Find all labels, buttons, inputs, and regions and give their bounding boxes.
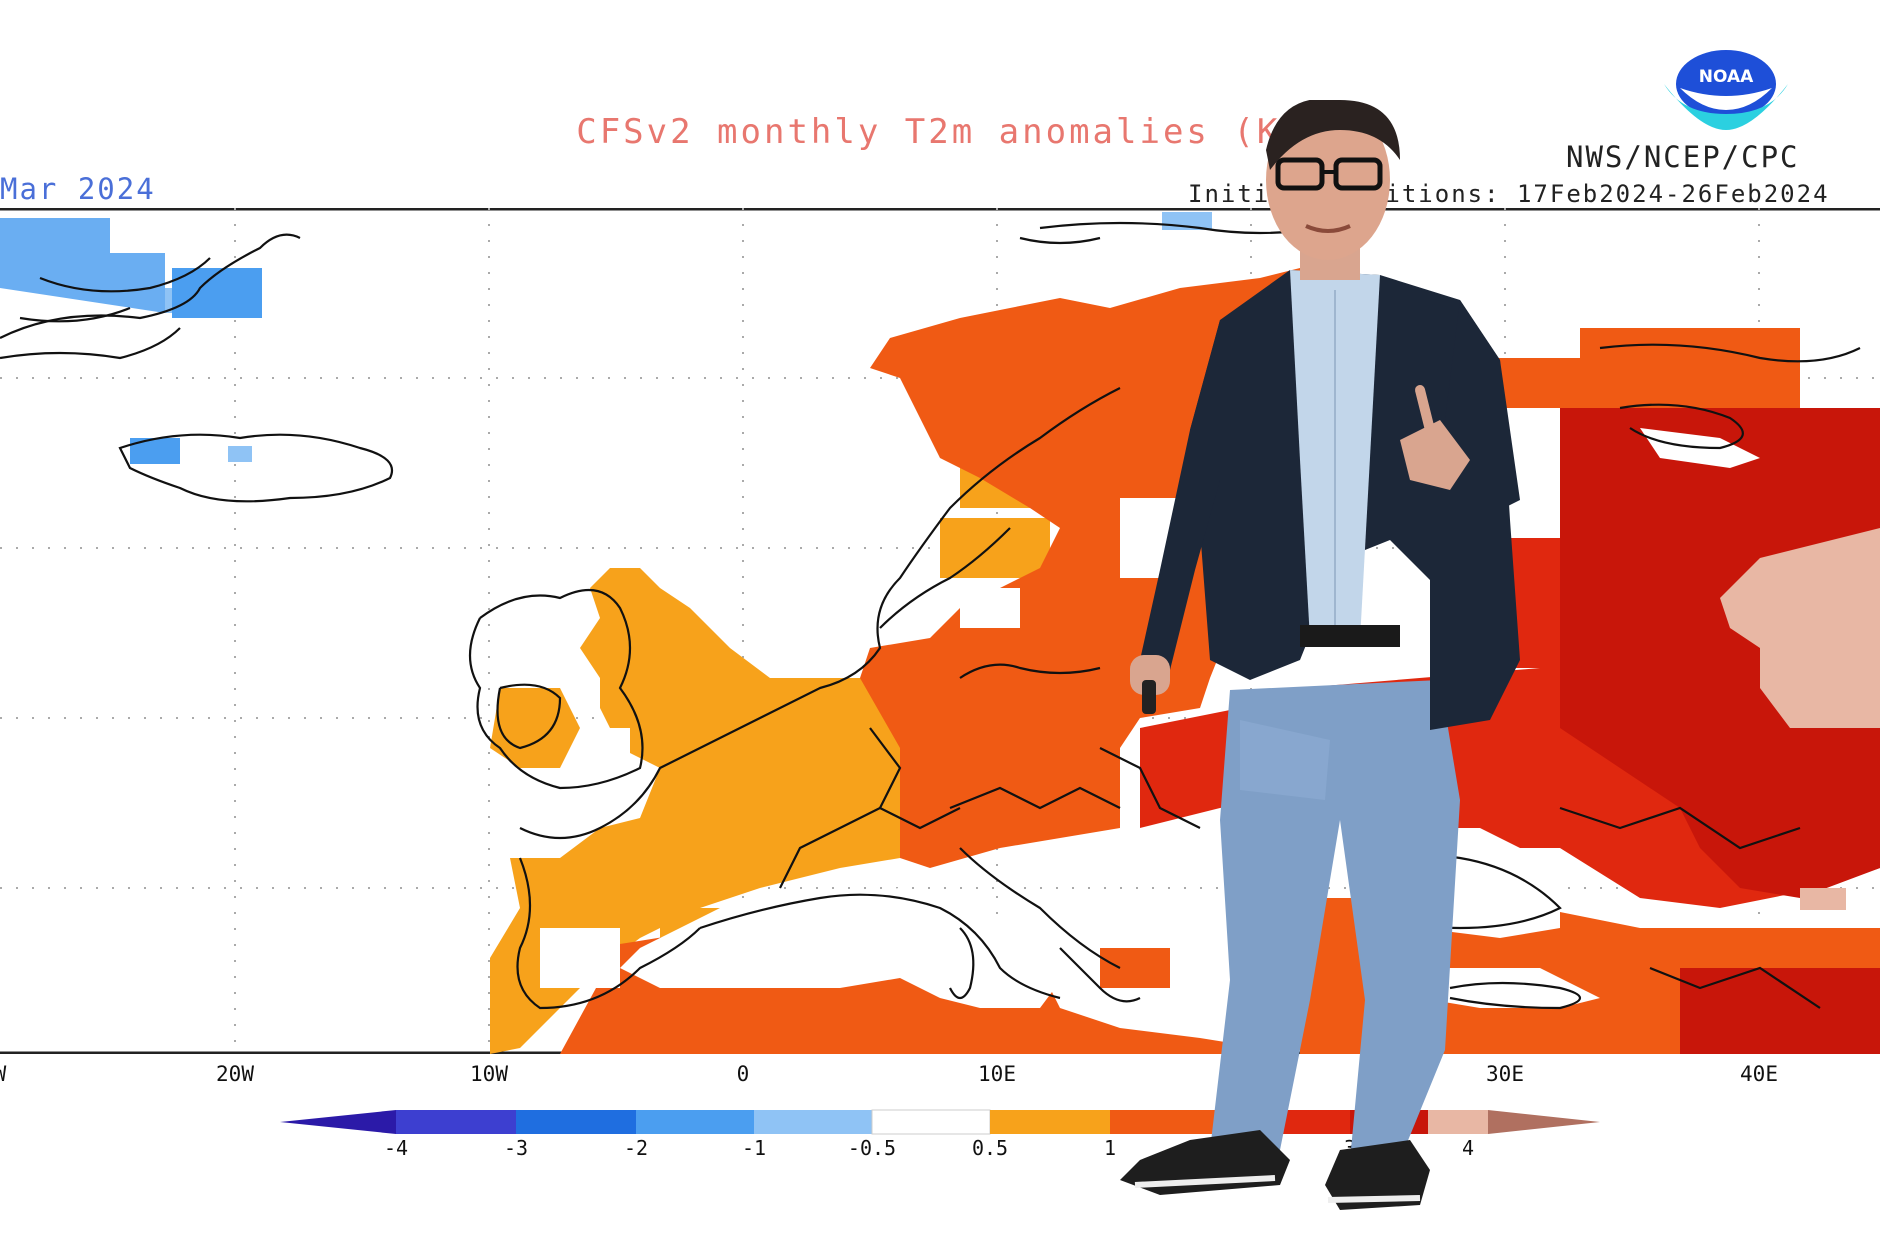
- colorbar-label: -0.5: [847, 1136, 897, 1160]
- colorbar-bin: [396, 1110, 516, 1134]
- colorbar-label: -3: [503, 1136, 529, 1160]
- lon-label-30e: 30E: [1486, 1062, 1524, 1086]
- colorbar-bin: [516, 1110, 636, 1134]
- colorbar-bin: [871, 1109, 991, 1135]
- warm-anomaly-4: [1720, 528, 1880, 910]
- cold-anomaly-area: [0, 212, 1212, 464]
- lon-label-20w: 20W: [216, 1062, 254, 1086]
- colorbar-label: 4: [1461, 1136, 1475, 1160]
- lon-label-10w: 10W: [470, 1062, 508, 1086]
- colorbar: [280, 1109, 1600, 1135]
- lon-label-0: 0: [736, 1062, 750, 1086]
- colorbar-bin: [636, 1110, 754, 1134]
- colorbar-bin: [1110, 1110, 1230, 1134]
- colorbar-label: -2: [623, 1136, 649, 1160]
- colorbar-label: 0.5: [971, 1136, 1009, 1160]
- colorbar-label: 1: [1103, 1136, 1117, 1160]
- colorbar-bin: [754, 1110, 872, 1134]
- colorbar-label: -1: [741, 1136, 767, 1160]
- colorbar-arrow-left: [280, 1110, 396, 1134]
- coastlines: [0, 221, 1861, 1010]
- lon-label-10e: 10E: [978, 1062, 1016, 1086]
- lon-label-40e: 40E: [1740, 1062, 1778, 1086]
- map-title: CFSv2 monthly T2m anomalies (K): [576, 112, 1304, 152]
- presenter-figure: [1120, 100, 1520, 1210]
- agency-label: NWS/NCEP/CPC: [1566, 140, 1800, 174]
- warm-anomaly-3: [1560, 408, 1880, 1054]
- colorbar-label: -4: [383, 1136, 409, 1160]
- lon-label-w: W: [0, 1062, 6, 1086]
- noaa-logo-text: NOAA: [1699, 67, 1754, 87]
- noaa-logo: NOAA: [1662, 46, 1790, 136]
- forecast-period: Mar 2024: [0, 172, 156, 206]
- colorbar-bin: [1428, 1110, 1488, 1134]
- colorbar-arrow-right: [1488, 1110, 1600, 1134]
- colorbar-bin: [990, 1110, 1110, 1134]
